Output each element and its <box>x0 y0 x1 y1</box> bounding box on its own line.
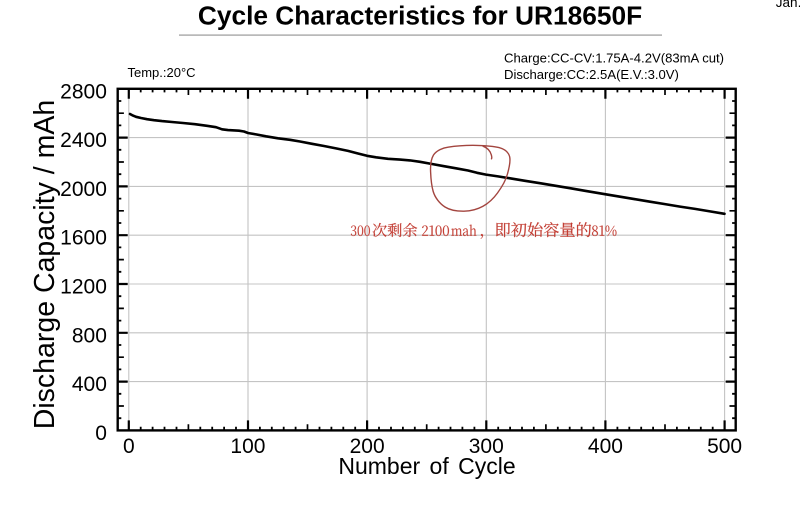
svg-text:500: 500 <box>707 435 742 458</box>
svg-text:0: 0 <box>123 435 135 458</box>
svg-text:100: 100 <box>230 435 265 458</box>
svg-text:Temp.:20°C: Temp.:20°C <box>128 65 196 80</box>
svg-text:1200: 1200 <box>60 276 107 299</box>
svg-text:Jan.: Jan. <box>776 0 800 10</box>
svg-text:Discharge Capacity / mAh: Discharge Capacity / mAh <box>29 100 61 429</box>
svg-text:Discharge:CC:2.5A(E.V.:3.0V): Discharge:CC:2.5A(E.V.:3.0V) <box>504 67 679 82</box>
svg-text:400: 400 <box>72 373 107 396</box>
svg-text:0: 0 <box>95 422 107 445</box>
svg-text:1600: 1600 <box>60 227 107 250</box>
svg-text:2400: 2400 <box>60 129 107 152</box>
svg-text:Number of Cycle: Number of Cycle <box>338 453 515 479</box>
svg-text:800: 800 <box>72 324 107 347</box>
svg-text:2800: 2800 <box>60 80 107 103</box>
svg-text:300: 300 <box>469 435 504 458</box>
svg-text:Cycle Characteristics for UR18: Cycle Characteristics for UR18650F <box>198 1 642 31</box>
svg-text:200: 200 <box>350 435 385 458</box>
svg-text:2000: 2000 <box>60 178 107 201</box>
svg-text:400: 400 <box>588 435 623 458</box>
svg-text:Charge:CC-CV:1.75A-4.2V(83mA c: Charge:CC-CV:1.75A-4.2V(83mA cut) <box>504 50 724 65</box>
